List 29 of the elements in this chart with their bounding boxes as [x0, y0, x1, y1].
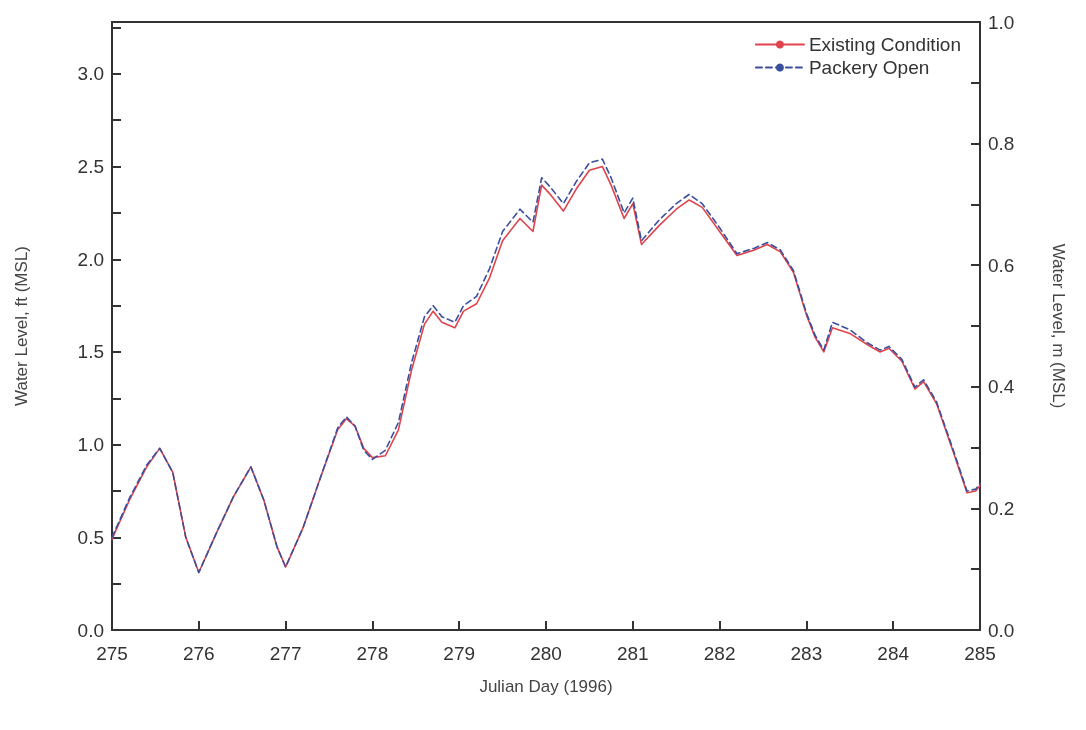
y-tick-label: 2.0: [77, 248, 104, 270]
y-tick-label: 1.5: [77, 341, 104, 363]
x-tick-label: 278: [356, 643, 389, 664]
x-tick-label: 281: [616, 643, 649, 664]
y-tick-label: 3.0: [77, 63, 104, 85]
y2-tick-label: 0.6: [988, 254, 1015, 276]
x-axis-title: Julian Day (1996): [479, 677, 613, 696]
x-tick-label: 282: [703, 643, 736, 664]
y2-tick-label: 0.8: [988, 133, 1015, 155]
x-tick-label: 279: [443, 643, 476, 664]
x-tick-label: 276: [182, 643, 215, 664]
y-axis-title: Water Level, ft (MSL): [12, 246, 31, 406]
legend-label: Existing Condition: [808, 34, 962, 55]
y-tick-label: 0.5: [77, 526, 104, 548]
y2-axis-title: Water Level, m (MSL): [1049, 243, 1068, 409]
y2-tick-label: 0.0: [988, 619, 1015, 641]
x-tick-label: 284: [877, 643, 910, 664]
legend-label: Packery Open: [808, 57, 930, 78]
x-tick-label: 283: [790, 643, 823, 664]
y-tick-label: 0.0: [77, 619, 104, 641]
y-tick-label: 2.5: [77, 156, 104, 178]
x-tick-label: 285: [964, 643, 996, 664]
x-tick-label: 275: [96, 643, 128, 664]
x-tick-label: 280: [530, 643, 562, 664]
y-tick-label: 1.0: [77, 434, 104, 456]
x-tick-label: 277: [269, 643, 302, 664]
y2-tick-label: 0.2: [988, 497, 1015, 519]
y2-tick-label: 0.4: [988, 376, 1015, 398]
y2-tick-label: 1.0: [988, 11, 1015, 33]
